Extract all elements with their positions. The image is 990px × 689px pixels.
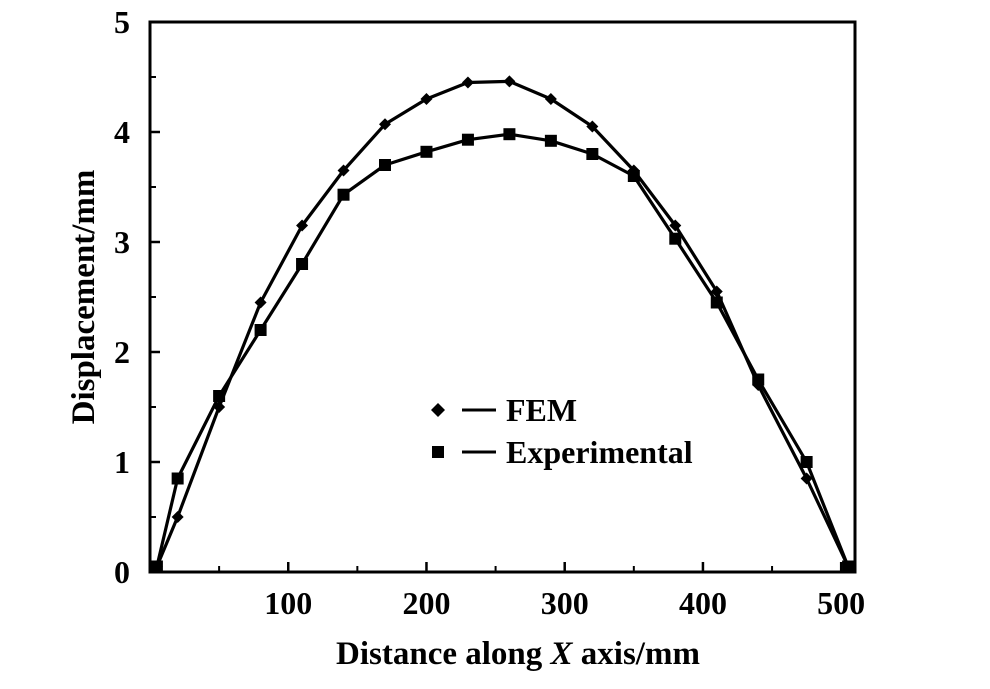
data-point-fem: [254, 296, 267, 309]
data-point-fem: [544, 93, 557, 105]
x-tick-label: 100: [264, 585, 312, 621]
data-point-experimental: [586, 148, 599, 160]
y-tick-label: 5: [114, 4, 130, 40]
data-point-experimental: [150, 560, 163, 573]
plot-frame: [148, 20, 857, 574]
legend: FEM Experimental: [431, 392, 693, 470]
data-point-fem: [586, 120, 599, 133]
x-axis: 100 200 300 400 500: [218, 562, 865, 621]
x-tick-label: 500: [817, 585, 865, 621]
data-point-experimental: [544, 134, 557, 147]
data-point-experimental: [710, 296, 723, 309]
y-tick-label: 1: [114, 444, 130, 480]
legend-label-experimental: Experimental: [506, 434, 693, 470]
data-point-fem: [379, 118, 391, 131]
data-point-experimental: [379, 159, 391, 171]
x-axis-label: Distance along X axis/mm: [336, 636, 700, 672]
data-point-fem: [420, 93, 433, 105]
data-point-experimental: [213, 390, 226, 402]
x-axis-label-suffix: axis/mm: [573, 636, 700, 672]
data-point-fem: [800, 472, 813, 485]
data-point-fem: [296, 219, 309, 232]
data-point-experimental: [171, 472, 184, 485]
series-layer: [150, 75, 855, 573]
x-tick-label: 200: [402, 585, 450, 621]
x-axis-label-prefix: Distance along: [336, 636, 551, 672]
y-tick-label: 4: [114, 114, 130, 150]
y-tick-label: 2: [114, 334, 130, 370]
data-point-experimental: [842, 560, 855, 573]
data-point-experimental: [627, 170, 640, 182]
x-axis-label-variable: X: [550, 636, 574, 672]
series-fem: [150, 75, 855, 573]
y-tick-label: 3: [114, 224, 130, 260]
data-point-experimental: [752, 373, 765, 386]
legend-marker-fem: [431, 403, 445, 417]
data-point-fem: [171, 511, 184, 523]
y-axis-label: Displacement/mm: [66, 170, 102, 425]
y-tick-label: 0: [114, 554, 130, 590]
legend-marker-experimental: [432, 446, 444, 458]
data-point-fem: [503, 75, 516, 88]
data-point-experimental: [296, 258, 309, 270]
data-point-fem: [669, 219, 682, 232]
x-tick-label: 400: [679, 585, 727, 621]
x-tick-label: 300: [541, 585, 589, 621]
series-experimental: [150, 128, 855, 573]
data-point-experimental: [420, 145, 433, 158]
data-point-experimental: [461, 133, 474, 146]
data-point-fem: [337, 164, 350, 177]
data-point-fem: [710, 285, 723, 298]
data-point-experimental: [503, 128, 516, 141]
data-point-fem: [461, 76, 474, 89]
legend-label-fem: FEM: [506, 392, 577, 428]
data-point-experimental: [254, 324, 267, 336]
series-line-fem: [155, 79, 850, 568]
data-point-experimental: [337, 188, 350, 201]
data-point-experimental: [669, 232, 682, 245]
y-axis: 0 1 2 3 4 5: [114, 4, 160, 590]
series-line-experimental: [155, 132, 850, 568]
data-point-experimental: [800, 456, 813, 468]
